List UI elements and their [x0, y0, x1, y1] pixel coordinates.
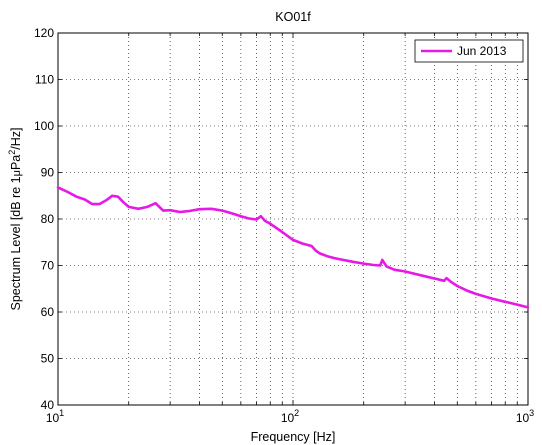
- y-axis-label-mu: μ: [11, 170, 23, 176]
- y-tick-label: 100: [34, 119, 54, 133]
- x-tick-label: 103: [516, 408, 534, 425]
- y-tick-label: 50: [41, 352, 55, 366]
- legend-box: [414, 39, 524, 63]
- x-axis-label: Frequency [Hz]: [251, 430, 336, 444]
- tick-marks: [57, 32, 528, 406]
- x-tick-base: 10: [281, 411, 295, 425]
- y-axis-label: Spectrum Level [dB re 1μPa2/Hz]: [7, 128, 23, 311]
- y-axis-label-pa: Pa: [9, 155, 23, 170]
- x-tick-exponent: 1: [59, 408, 64, 418]
- y-tick-label: 60: [41, 305, 55, 319]
- series-layer: [56, 186, 530, 309]
- chart-title: KO01f: [275, 10, 311, 24]
- x-tick-exponent: 2: [294, 408, 299, 418]
- plot-area: [58, 33, 528, 405]
- legend: Jun 2013: [414, 39, 524, 63]
- y-tick-label: 40: [41, 398, 55, 412]
- y-tick-label: 70: [41, 259, 55, 273]
- y-axis-label-prefix: Spectrum Level [dB re 1: [9, 176, 23, 310]
- y-tick-labels: 40 50 60 70 80 90 100 110 120: [34, 26, 54, 412]
- y-tick-label: 120: [34, 26, 54, 40]
- y-axis-label-sup: 2: [7, 150, 17, 155]
- x-tick-label: 101: [46, 408, 64, 425]
- x-tick-base: 10: [516, 411, 530, 425]
- series-line-jun-2013: [56, 186, 530, 309]
- y-tick-label: 80: [41, 212, 55, 226]
- x-tick-label: 102: [281, 408, 299, 425]
- x-tick-exponent: 3: [529, 408, 534, 418]
- x-tick-base: 10: [46, 411, 60, 425]
- legend-label: Jun 2013: [457, 44, 507, 58]
- x-tick-labels: 101 102 103: [46, 408, 534, 425]
- y-tick-label: 110: [35, 73, 54, 87]
- y-axis-label-suffix: /Hz]: [9, 128, 23, 150]
- y-tick-label: 90: [41, 166, 55, 180]
